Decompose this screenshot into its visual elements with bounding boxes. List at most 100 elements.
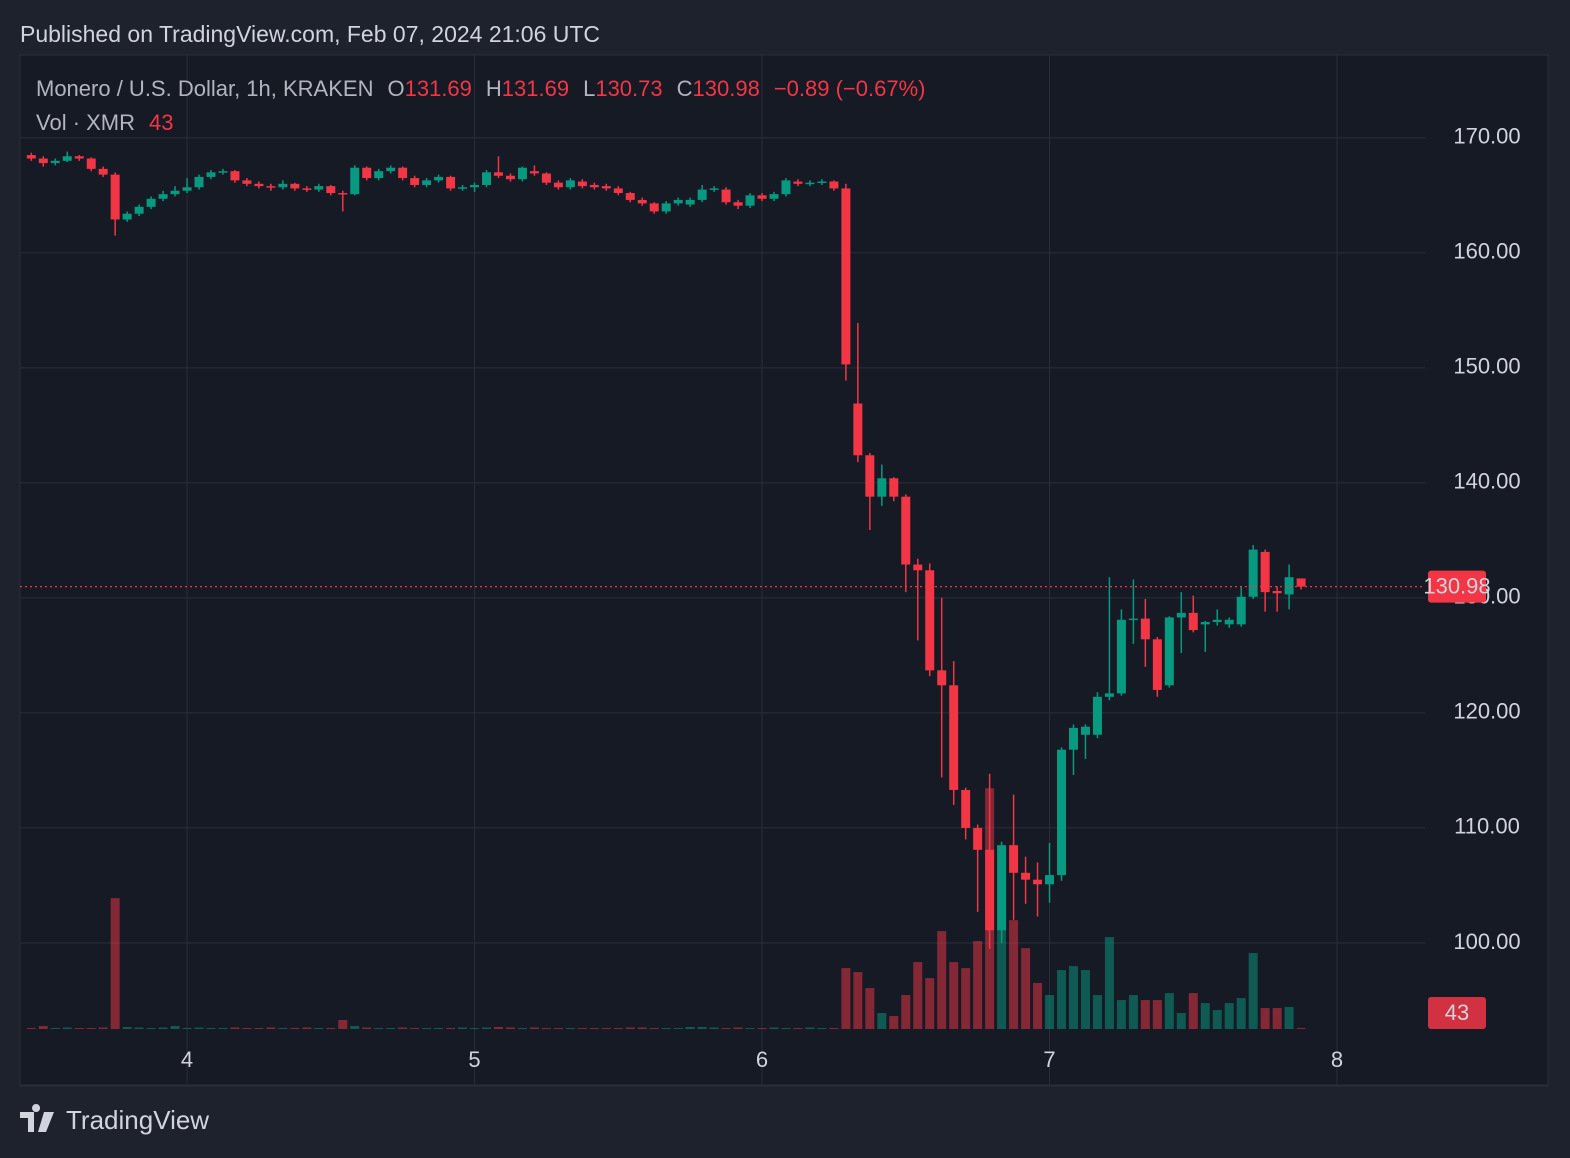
volume-bar [1092,995,1102,1029]
volume-bar [1236,998,1246,1029]
volume-bar [302,1027,312,1029]
candle-body [613,188,623,194]
y-tick-label: 140.00 [1453,469,1520,494]
candle-body [1200,622,1210,625]
candle-body [949,685,959,790]
candle-body [697,189,707,200]
volume-bar [1116,1000,1126,1029]
candle-body [781,180,791,195]
candle-body [1236,596,1246,625]
volume-bar [997,930,1007,1029]
brand-name: TradingView [66,1105,209,1135]
volume-bar [577,1028,587,1029]
candle-body [1068,727,1078,750]
brand-logo: TradingView [20,1104,209,1135]
candle-body [110,174,120,220]
volume-bar [38,1026,48,1029]
volume-bar [1248,953,1258,1029]
volume-bar [398,1027,408,1029]
candle-body [374,171,384,179]
volume-bar [1152,1000,1162,1029]
candle-body [1164,617,1174,686]
candle-body [829,181,839,189]
volume-bar [362,1027,372,1029]
candle-body [134,206,144,214]
candle-body [865,455,875,497]
y-tick-label: 170.00 [1453,124,1520,149]
volume-bar [278,1028,288,1029]
volume-bar [1068,966,1078,1029]
candle-body [985,849,995,931]
volume-bar [74,1028,84,1029]
candle-body [386,167,396,172]
published-note: Published on TradingView.com, Feb 07, 20… [20,21,600,47]
volume-bar [1260,1008,1270,1029]
candle-body [338,193,348,195]
volume-bar [158,1027,168,1029]
volume-bar [757,1028,767,1029]
candle-body [470,184,480,188]
candle-body [493,172,503,176]
volume-bar [206,1028,216,1029]
candle-body [1296,578,1306,587]
candle-body [589,184,599,188]
candle-body [721,189,731,203]
low-value: 130.73 [595,76,662,101]
volume-bar [565,1028,575,1029]
open-label: O [387,76,404,101]
volume-bar [745,1028,755,1029]
candle-body [625,193,635,200]
candle-body [757,195,767,199]
candle-body [122,213,132,220]
y-tick-label: 120.00 [1453,699,1520,724]
volume-bar [949,962,959,1029]
volume-bar [218,1028,228,1029]
volume-bar [853,972,863,1029]
volume-bar [553,1028,563,1029]
volume-bar [98,1027,108,1029]
volume-bar [434,1028,444,1029]
grid [20,55,1425,1085]
volume-bar [230,1027,240,1029]
volume-bar [482,1027,492,1029]
candle-body [86,158,96,169]
candle-body [841,188,851,365]
logo-mark [20,1104,54,1132]
candle-body [541,173,551,183]
volume-bar [589,1028,599,1029]
volume-bar [422,1028,432,1029]
volume-bar [769,1027,779,1029]
candle-body [601,186,611,189]
volume-bar [50,1028,60,1029]
volume-bar [386,1028,396,1029]
candle-body [1009,845,1019,873]
volume-bar [254,1028,264,1029]
last-volume-label: 43 [1445,1000,1469,1025]
volume-bar [1188,993,1198,1029]
volume-bar [170,1026,180,1029]
volume-bar [1104,937,1114,1029]
chart-pane [19,54,1549,1087]
volume-bar [493,1027,503,1029]
volume-bar [290,1028,300,1029]
volume-bar [1057,970,1067,1029]
candle-body [961,789,971,828]
volume-bar [913,962,923,1029]
candle-body [1116,619,1126,694]
candle-body [230,171,240,181]
volume-bar [937,931,947,1029]
candle-body [1176,612,1186,618]
volume-bar [326,1028,336,1029]
volume-bar [1224,1003,1234,1029]
volume-bar [637,1027,647,1029]
candle-body [278,183,288,188]
volume-legend: Vol · XMR 43 [36,110,174,135]
volume-bar [1021,948,1031,1029]
candle-body [62,156,72,161]
volume-bar [817,1028,827,1029]
volume-bar [925,978,935,1029]
volume-bar [721,1028,731,1029]
volume-bar [86,1028,96,1029]
candle-body [158,194,168,199]
